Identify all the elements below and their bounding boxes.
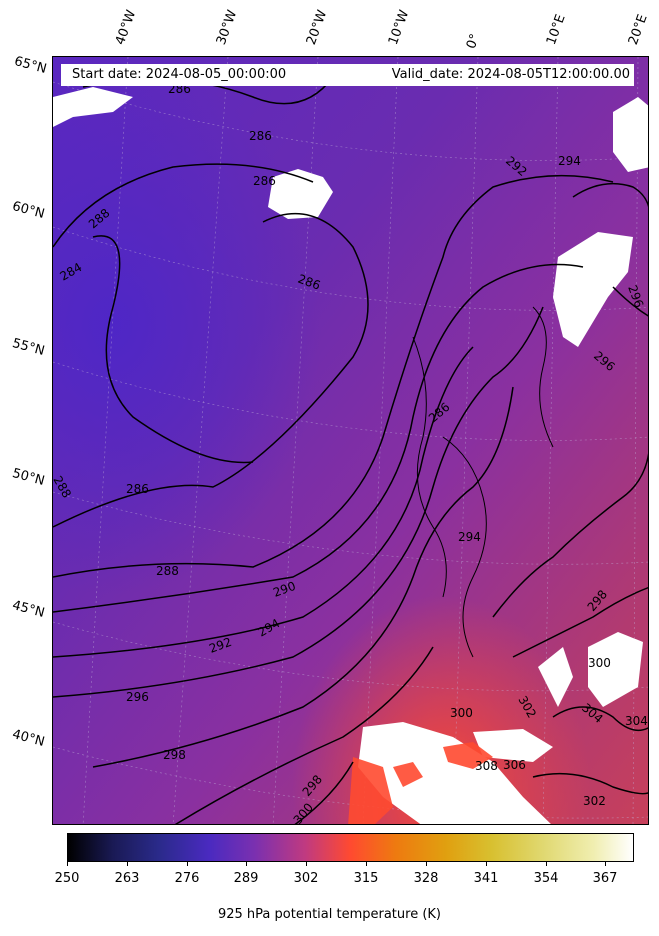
lon-label-30w: 30°W: [213, 8, 241, 47]
colorbar-tick-label: 367: [592, 871, 618, 886]
lon-label-20w: 20°W: [303, 8, 331, 47]
contour-label: 296: [126, 690, 149, 704]
temperature-field-map: 286 286 288 284 286 292 294 286 288 286 …: [53, 57, 648, 824]
colorbar-tick: [426, 862, 427, 866]
hot-areas: [348, 742, 493, 824]
run-info-header: Start date: 2024-08-05_00:00:00 Valid_da…: [61, 64, 634, 86]
contour-label: 294: [458, 530, 481, 544]
lat-label-65n: 65°N: [12, 54, 49, 77]
warm-shading: [53, 57, 648, 824]
balkans-mask: [588, 632, 643, 707]
colorbar-tick: [187, 862, 188, 866]
iberia-mask: [358, 722, 551, 824]
colorbar-tick: [605, 862, 606, 866]
contour-label: 304: [625, 714, 648, 728]
contour-label: 286: [126, 482, 149, 496]
valid-date-label: Valid_date: 2024-08-05T12:00:00.00: [391, 67, 630, 82]
lon-label-20e: 20°E: [625, 12, 651, 48]
colorbar-tick: [67, 862, 68, 866]
pyrenees-mask: [473, 729, 553, 762]
colorbar-tick: [546, 862, 547, 866]
colorbar-title: 925 hPa potential temperature (K): [217, 907, 441, 922]
colorbar-tick-label: 276: [174, 871, 200, 886]
contour-label: 286: [253, 174, 276, 188]
colorbar-tick: [486, 862, 487, 866]
lat-label-50n: 50°N: [10, 466, 47, 489]
greenland-mask: [53, 87, 133, 127]
colorbar-tick-label: 289: [233, 871, 259, 886]
lat-label-45n: 45°N: [10, 598, 47, 621]
lon-label-10e: 10°E: [543, 12, 569, 48]
contour-label: 300: [450, 706, 473, 720]
graticule: [53, 57, 648, 824]
colorbar-tick-label: 315: [353, 871, 379, 886]
lon-label-40w: 40°W: [112, 8, 140, 47]
lon-label-10w: 10°W: [385, 8, 413, 47]
iceland-mask: [268, 169, 333, 219]
contour-label: 294: [558, 154, 581, 168]
lon-label-0: 0°: [463, 31, 484, 51]
lat-label-40n: 40°N: [10, 727, 47, 750]
lat-label-55n: 55°N: [10, 336, 47, 359]
colorbar-tick-label: 250: [54, 871, 80, 886]
colorbar: [67, 833, 634, 862]
start-date-label: Start date: 2024-08-05_00:00:00: [72, 67, 287, 82]
contour-label: 298: [163, 748, 186, 762]
contour-label: 308: [475, 759, 498, 773]
colorbar-tick: [127, 862, 128, 866]
map-panel: 286 286 288 284 286 292 294 286 288 286 …: [52, 56, 649, 825]
norway-mask-north: [613, 97, 648, 172]
colorbar-tick: [366, 862, 367, 866]
colorbar-tick-label: 328: [413, 871, 439, 886]
contour-label: 306: [503, 758, 526, 772]
lat-label-60n: 60°N: [10, 199, 47, 222]
colorbar-tick: [246, 862, 247, 866]
norway-mask-south: [553, 232, 633, 347]
contour-label: 286: [249, 129, 272, 143]
colorbar-tick-label: 354: [533, 871, 559, 886]
coastlines: [412, 306, 554, 658]
contour-label: 288: [156, 564, 179, 578]
alps-mask: [538, 647, 573, 707]
colorbar-tick-label: 263: [114, 871, 140, 886]
colorbar-tick-label: 302: [293, 871, 319, 886]
contour-label: 302: [583, 794, 606, 808]
contour-label: 300: [588, 656, 611, 670]
colorbar-tick-label: 341: [473, 871, 499, 886]
masked-terrain: [53, 87, 648, 824]
colorbar-tick: [306, 862, 307, 866]
